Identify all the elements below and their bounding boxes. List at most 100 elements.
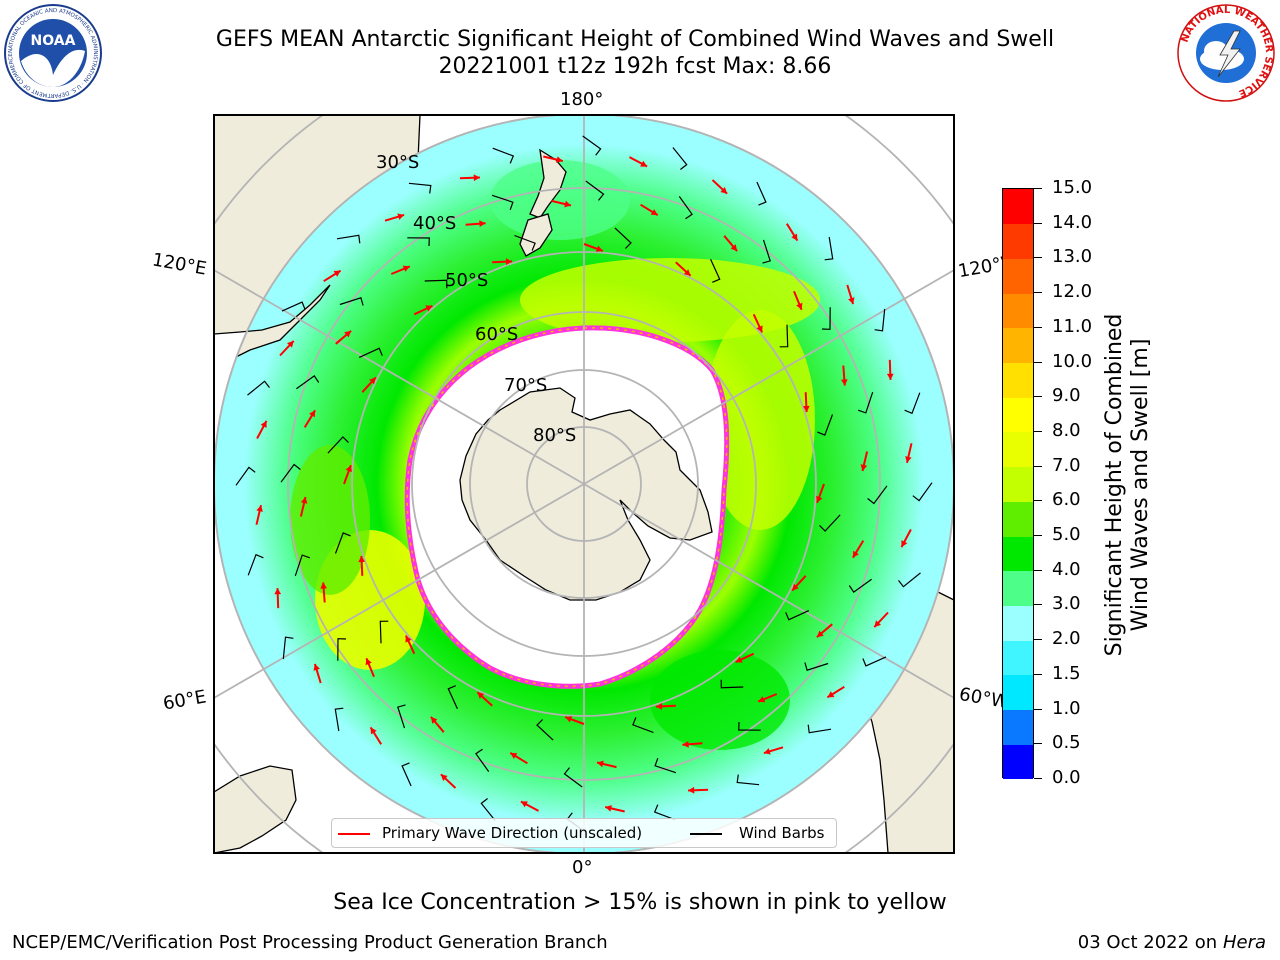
wind-barb xyxy=(424,279,448,289)
wave-arrow-head xyxy=(763,748,771,755)
wave-arrow-head xyxy=(520,801,528,808)
colorbar-tick-label: 0.5 xyxy=(1052,732,1081,754)
colorbar-tick-label: 6.0 xyxy=(1052,489,1081,511)
wave-arrow-head xyxy=(735,656,743,663)
colorbar-tick-label: 4.0 xyxy=(1052,558,1081,580)
wind-barb xyxy=(294,554,311,577)
wind-barb xyxy=(585,180,605,201)
wave-arrow-head xyxy=(345,465,352,473)
wave-arrow-head xyxy=(564,200,571,208)
wind-barb xyxy=(280,463,301,483)
wave-arrow-head xyxy=(730,244,738,252)
wind-barb xyxy=(327,436,349,454)
wave-arrow-head xyxy=(300,497,308,504)
colorbar-segment xyxy=(1003,327,1033,364)
wave-arrow-head xyxy=(756,325,763,333)
colorbar-segment xyxy=(1003,674,1033,711)
lon-label-180: 180° xyxy=(560,89,604,110)
wind-barb xyxy=(678,196,693,220)
colorbar-segment xyxy=(1003,258,1033,294)
colorbar-tick-label: 11.0 xyxy=(1052,315,1093,337)
wind-barbs xyxy=(235,135,933,833)
wave-arrow-head xyxy=(477,692,485,699)
colorbar-tick xyxy=(1034,535,1042,537)
colorbar-tick-label: 5.0 xyxy=(1052,524,1081,546)
wind-barb xyxy=(235,466,256,486)
wave-arrow-head xyxy=(827,691,835,698)
wind-barb xyxy=(738,721,761,731)
wind-barb xyxy=(397,704,406,729)
wave-arrow-head xyxy=(369,377,376,385)
wave-arrow-head xyxy=(605,805,612,812)
colorbar-segment xyxy=(1003,362,1033,398)
colorbar-segment xyxy=(1003,640,1033,676)
wind-barb xyxy=(653,804,676,821)
colorbar-tick xyxy=(1034,743,1042,745)
colorbar-segment xyxy=(1003,709,1033,745)
colorbar-tick xyxy=(1034,500,1042,502)
wind-barb xyxy=(848,578,872,593)
wave-arrow-head xyxy=(860,464,868,471)
wind-barb xyxy=(563,767,583,788)
barb-legend-label: Wind Barbs xyxy=(739,824,825,842)
lat-label-80s: 80°S xyxy=(533,425,577,446)
colorbar-segment xyxy=(1003,293,1033,329)
wave-legend-label: Primary Wave Direction (unscaled) xyxy=(382,824,643,842)
noaa-logo: NATIONAL OCEANIC AND ATMOSPHERIC ADMINIS… xyxy=(4,4,102,102)
graticule xyxy=(214,115,954,853)
wind-barb xyxy=(904,392,921,415)
wind-barb xyxy=(334,707,344,732)
wind-barb xyxy=(819,514,841,532)
wave-arrow-head xyxy=(852,550,859,558)
wave-arrow-head xyxy=(287,340,294,348)
wind-barb xyxy=(358,347,383,358)
colorbar-tick-label: 0.0 xyxy=(1052,767,1081,788)
wave-arrow-head xyxy=(320,582,327,589)
wave-arrow-head xyxy=(796,302,803,310)
wave-arrow-head xyxy=(595,245,603,252)
wind-barb xyxy=(582,135,602,156)
footer-host: Hera xyxy=(1222,932,1266,953)
wave-arrow-head xyxy=(405,635,412,643)
wave-arrow-head xyxy=(792,583,799,591)
colorbar-tick xyxy=(1034,326,1042,328)
colorbar xyxy=(1002,188,1034,780)
wave-arrow-head xyxy=(313,663,320,671)
wave-arrow-head xyxy=(720,187,728,194)
colorbar-tick xyxy=(1034,708,1042,710)
wave-arrow-head xyxy=(874,620,881,628)
colorbar-tick-label: 3.0 xyxy=(1052,593,1081,615)
colorbar-segment xyxy=(1003,431,1033,468)
wind-barb xyxy=(632,717,654,734)
wind-barb xyxy=(785,610,810,621)
colorbar-tick-label: 1.0 xyxy=(1052,697,1081,719)
colorbar-tick xyxy=(1034,188,1042,189)
wind-barb xyxy=(762,239,771,264)
wind-barb xyxy=(807,724,832,734)
wind-barb xyxy=(912,482,933,502)
colorbar-tick-label: 12.0 xyxy=(1052,281,1093,303)
wave-arrow-head xyxy=(309,410,316,418)
wind-barb xyxy=(898,572,921,588)
wind-barb xyxy=(514,234,536,251)
wave-arrow-head xyxy=(655,703,663,710)
colorbar-tick-label: 10.0 xyxy=(1052,350,1093,372)
colorbar-segment xyxy=(1003,189,1033,225)
wind-barb xyxy=(710,258,721,283)
wave-arrow-head xyxy=(333,270,341,277)
wave-arrow-head xyxy=(479,220,486,227)
wave-arrow-head xyxy=(791,233,798,241)
colorbar-segment xyxy=(1003,536,1033,572)
wave-arrow-head xyxy=(848,297,855,305)
wind-barb xyxy=(247,380,270,396)
wind-barb xyxy=(672,147,688,170)
sea-ice-and-antarctica xyxy=(404,325,730,689)
wind-barb xyxy=(475,748,490,772)
colorbar-tick xyxy=(1034,673,1042,675)
footer-date: 03 Oct 2022 on Hera xyxy=(1077,932,1266,953)
sea-ice-caption: Sea Ice Concentration > 15% is shown in … xyxy=(333,890,947,915)
colorbar-segment xyxy=(1003,605,1033,641)
wave-arrow-head xyxy=(905,456,912,463)
wind-barb xyxy=(339,297,364,306)
